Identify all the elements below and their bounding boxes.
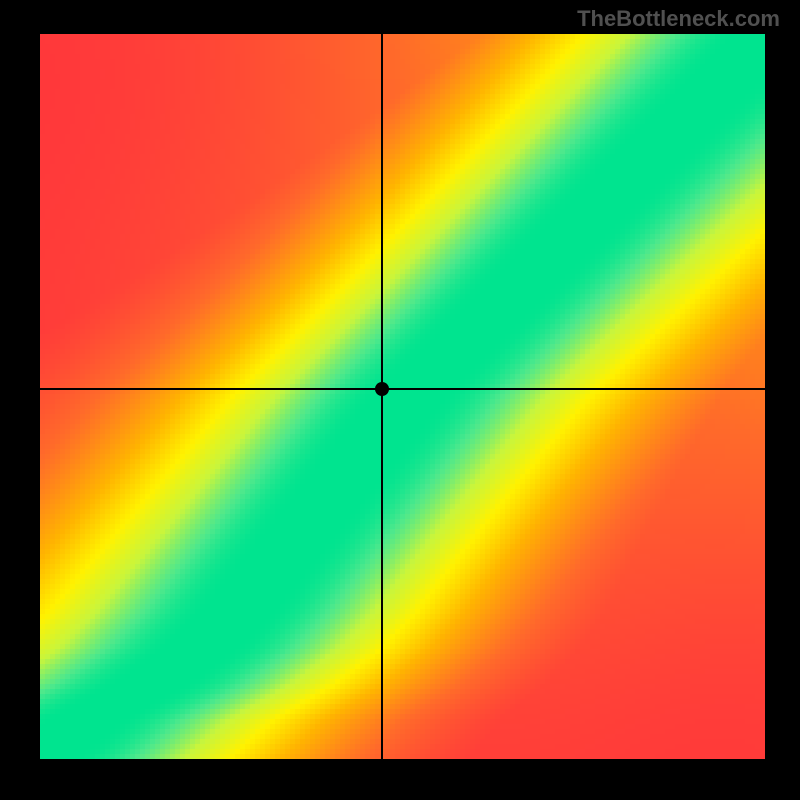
crosshair-vertical (381, 34, 383, 759)
crosshair-horizontal (40, 388, 765, 390)
chart-container: TheBottleneck.com (0, 0, 800, 800)
heatmap-canvas (40, 34, 765, 759)
watermark-text: TheBottleneck.com (577, 6, 780, 32)
